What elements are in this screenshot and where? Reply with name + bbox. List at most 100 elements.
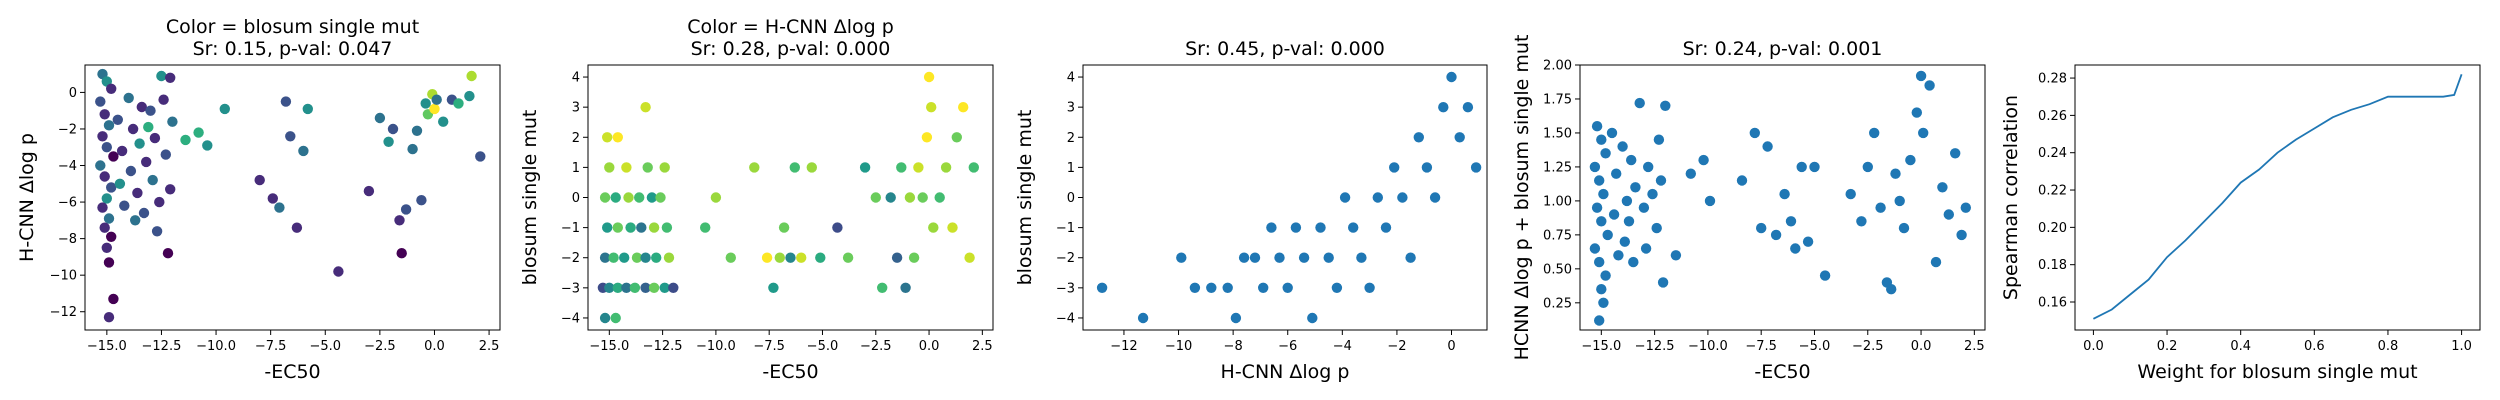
data-point-52 [842, 252, 854, 263]
y-axis-label: H-CNN Δlog p [16, 133, 38, 262]
data-point-33 [1446, 71, 1457, 83]
data-point-58 [896, 162, 907, 173]
data-point-61 [1894, 195, 1905, 207]
data-point-44 [1762, 141, 1773, 152]
data-point-76 [438, 116, 449, 127]
y-tick-label: −4 [561, 311, 580, 326]
data-point-78 [453, 98, 464, 109]
y-tick-label: 1.75 [1543, 92, 1572, 107]
x-tick-label: 0.2 [2157, 339, 2178, 354]
data-point-46 [1779, 188, 1790, 200]
x-tick-label: 2.5 [479, 339, 500, 354]
data-point-60 [333, 266, 344, 277]
x-tick-label: −5.0 [807, 339, 839, 354]
data-point-6 [621, 282, 632, 293]
data-point-74 [429, 103, 440, 115]
data-point-21 [1348, 222, 1359, 233]
data-point-12 [1274, 252, 1285, 263]
x-tick-label: −15.0 [1581, 339, 1621, 354]
y-tick-label: 0 [572, 191, 580, 206]
data-point-63 [917, 192, 928, 203]
data-point-7 [97, 131, 108, 142]
data-point-2 [610, 312, 621, 324]
data-point-65 [394, 215, 405, 226]
y-tick-label: −4 [1056, 311, 1075, 326]
x-axis-label: Weight for blosum single mut [2137, 361, 2417, 383]
data-point-45 [778, 222, 790, 233]
data-point-72 [1956, 229, 1967, 241]
x-tick-label: −12.5 [1635, 339, 1675, 354]
data-point-64 [1911, 107, 1923, 118]
x-tick-label: 2.5 [1964, 339, 1985, 354]
data-point-36 [612, 132, 623, 143]
data-point-48 [1790, 243, 1801, 254]
data-point-57 [1875, 202, 1886, 213]
data-point-9 [1602, 229, 1613, 241]
data-point-1 [1591, 121, 1603, 132]
data-point-43 [162, 248, 174, 259]
data-point-4 [1589, 161, 1601, 173]
data-point-47 [1785, 216, 1797, 227]
x-tick-label: −7.5 [255, 339, 287, 354]
data-point-61 [363, 185, 375, 197]
data-point-20 [612, 222, 623, 233]
data-point-60 [904, 192, 916, 203]
data-point-49 [193, 127, 204, 138]
data-point-70 [416, 195, 427, 206]
data-point-6 [103, 120, 115, 131]
data-point-31 [1429, 192, 1441, 203]
data-point-17 [106, 231, 117, 242]
data-point-14 [97, 202, 108, 213]
y-tick-label: 1.50 [1543, 126, 1572, 141]
data-point-5 [1594, 175, 1605, 186]
data-point-16 [1606, 127, 1618, 139]
x-tick-label: −12.5 [142, 339, 182, 354]
data-point-26 [1389, 162, 1400, 173]
data-point-16 [99, 222, 110, 233]
data-point-13 [1282, 282, 1293, 293]
data-point-26 [123, 92, 134, 104]
data-point-5 [1206, 282, 1217, 293]
data-point-38 [1685, 168, 1697, 179]
data-point-27 [623, 192, 634, 203]
data-point-71 [1950, 148, 1961, 159]
data-point-13 [1596, 284, 1607, 295]
data-point-38 [154, 196, 165, 208]
data-point-5 [612, 282, 623, 293]
y-tick-label: 0.25 [1543, 296, 1572, 311]
data-point-20 [108, 293, 119, 305]
data-point-8 [101, 142, 113, 153]
data-point-51 [832, 222, 843, 233]
y-tick-label: 4 [1067, 71, 1075, 86]
data-point-14 [1290, 222, 1302, 233]
data-point-68 [407, 143, 418, 155]
y-tick-label: −1 [1056, 221, 1075, 236]
axes-frame [84, 64, 501, 331]
data-point-25 [1380, 222, 1392, 233]
x-tick-label: 0 [1447, 339, 1455, 354]
data-point-18 [1323, 252, 1334, 263]
x-tick-label: −10.0 [196, 339, 236, 354]
data-point-16 [1307, 312, 1318, 324]
data-point-55 [877, 282, 888, 293]
x-tick-label: −4 [1333, 339, 1352, 354]
data-point-6 [1598, 188, 1609, 200]
y-tick-label: 0.24 [2038, 146, 2067, 161]
data-point-32 [621, 162, 632, 173]
data-point-16 [640, 252, 651, 263]
data-point-81 [475, 151, 486, 162]
x-tick-label: 0.0 [1911, 339, 1932, 354]
data-point-9 [108, 151, 119, 162]
chart-subtitle: Sr: 0.24, p-val: 0.001 [1683, 38, 1883, 60]
data-point-70 [1943, 209, 1955, 220]
data-point-26 [1628, 256, 1639, 268]
data-point-24 [114, 178, 126, 189]
x-tick-label: 0.4 [2230, 339, 2251, 354]
data-point-46 [785, 252, 796, 263]
data-point-18 [663, 252, 675, 263]
data-point-22 [112, 114, 124, 126]
data-point-5 [99, 109, 110, 120]
data-point-50 [202, 140, 213, 151]
data-point-21 [1621, 195, 1633, 207]
